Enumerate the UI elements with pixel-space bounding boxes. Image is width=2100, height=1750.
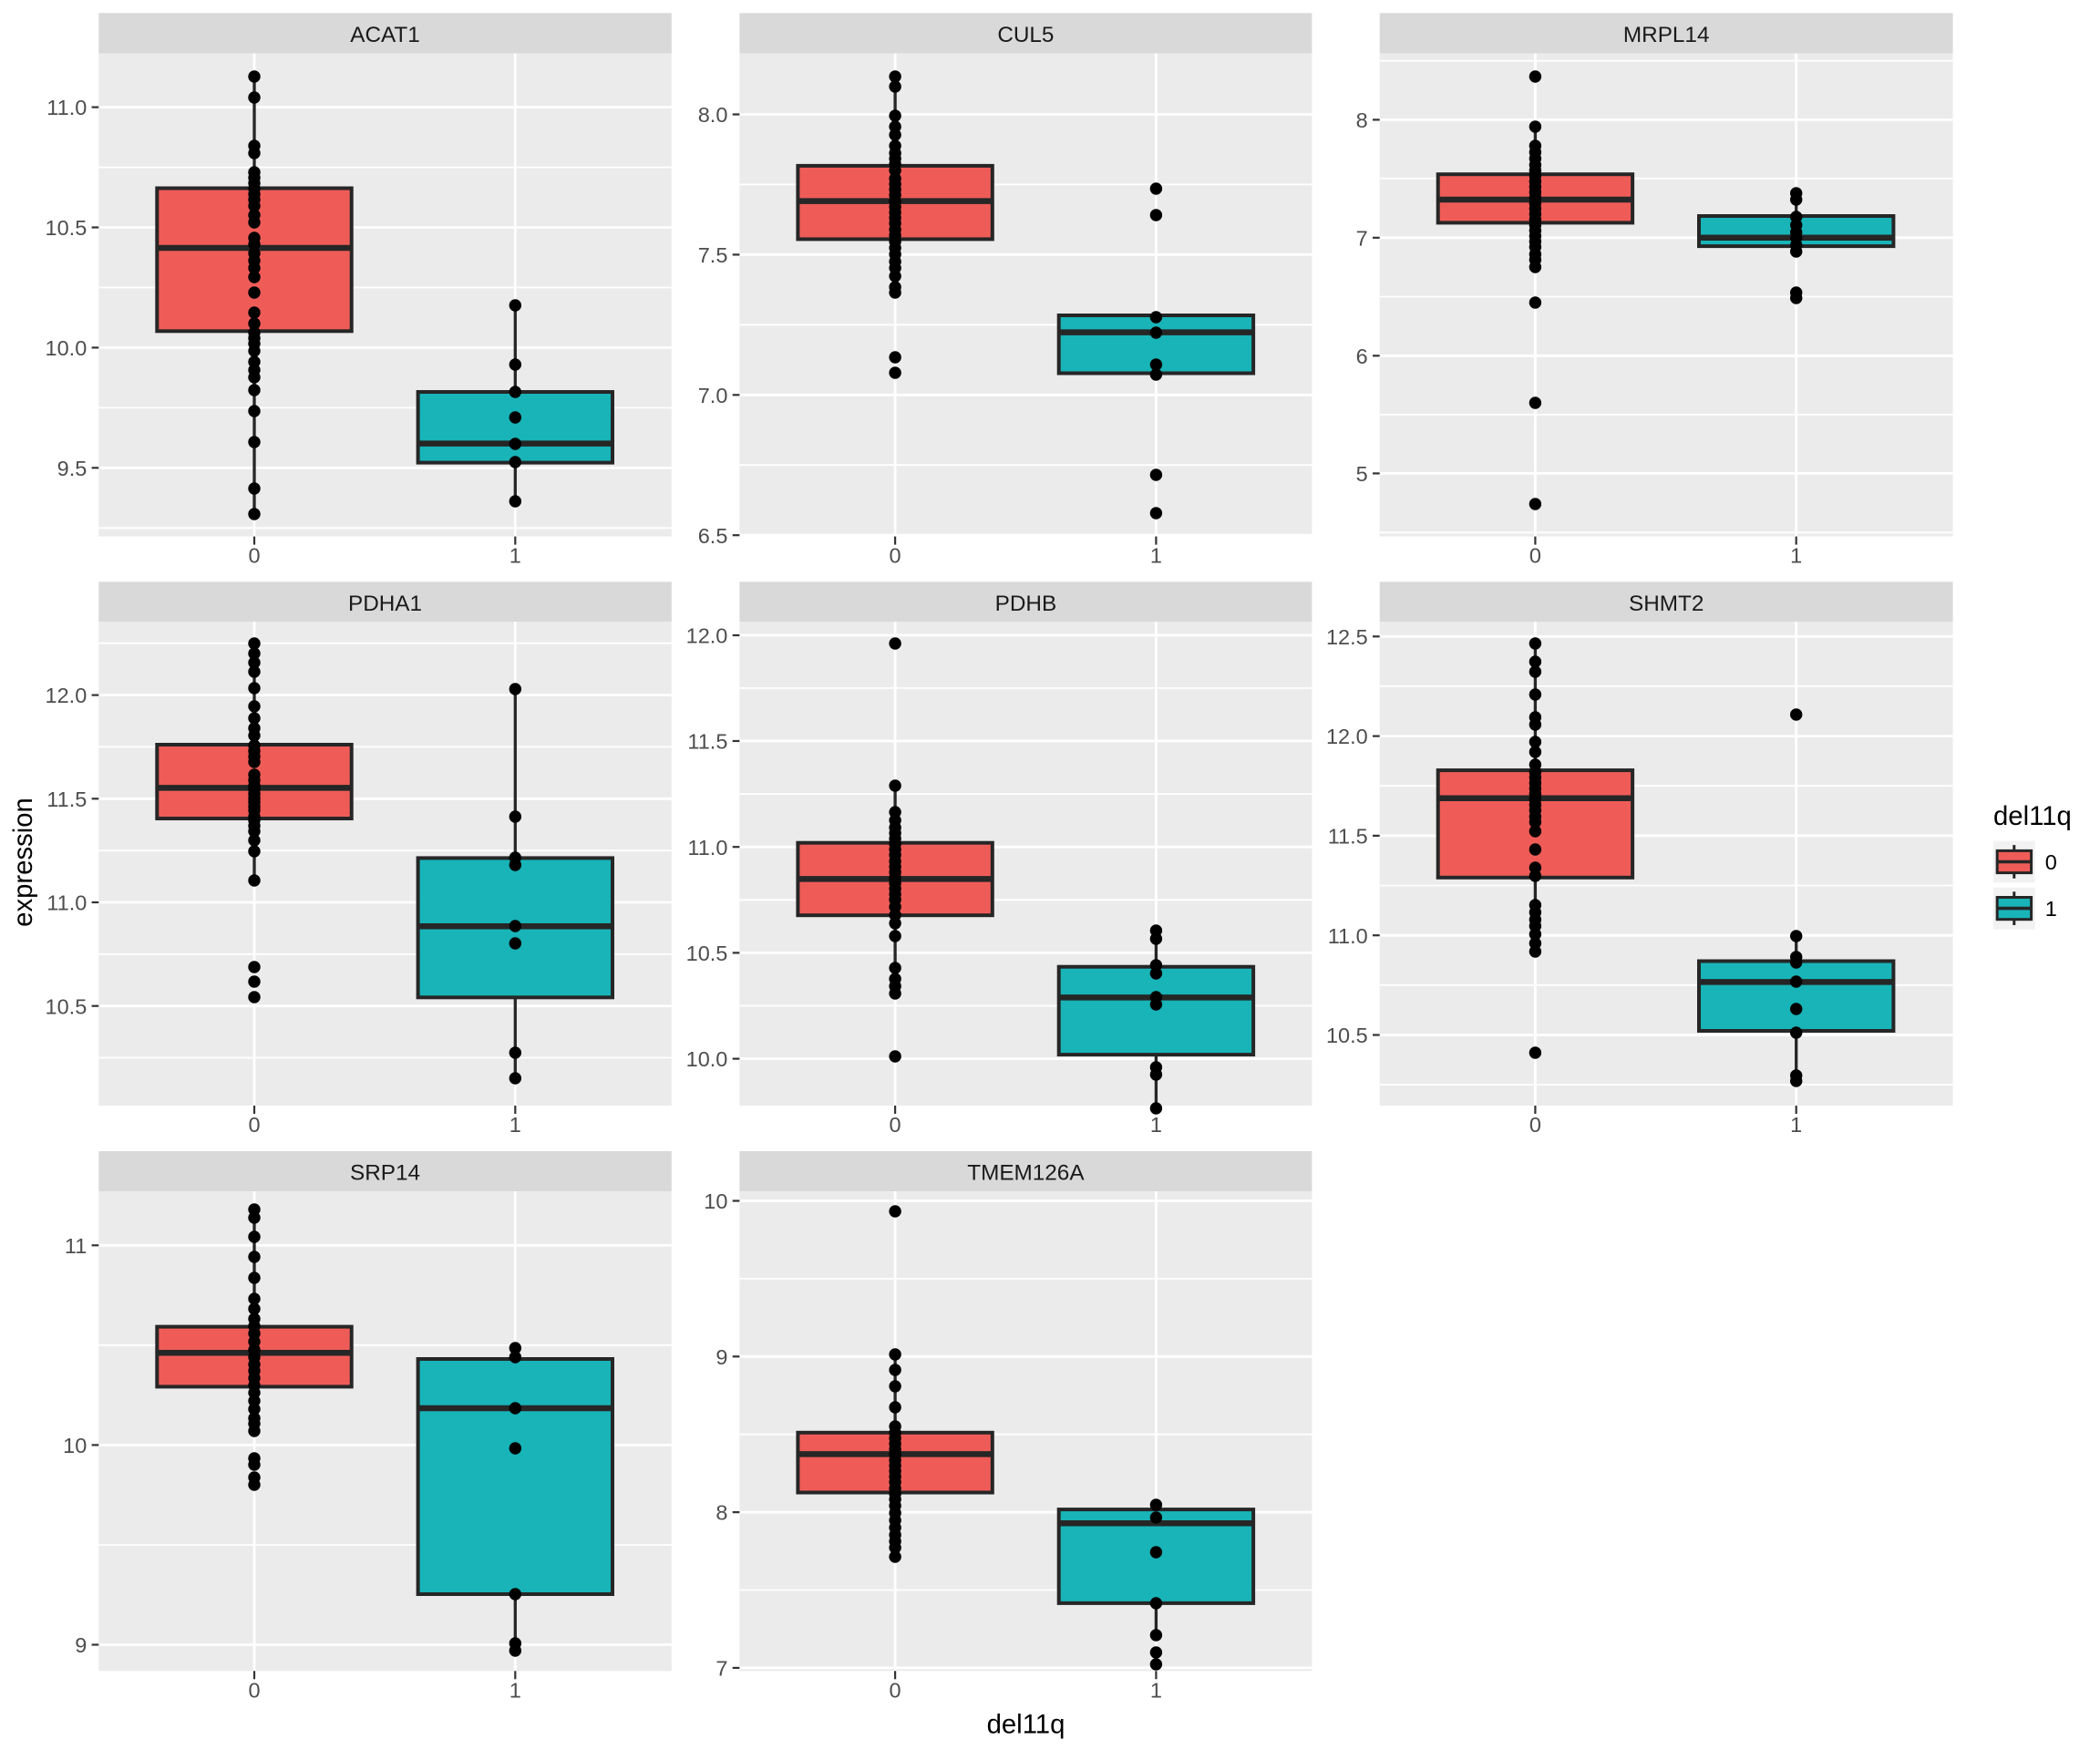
svg-text:PDHA1: PDHA1 [348,592,422,616]
svg-text:1: 1 [1790,1113,1802,1137]
svg-text:10.0: 10.0 [686,1047,728,1071]
svg-text:1: 1 [1150,1113,1162,1137]
svg-text:11.0: 11.0 [46,96,87,119]
svg-text:7.0: 7.0 [698,384,728,407]
svg-text:11.0: 11.0 [687,836,727,860]
svg-text:10.0: 10.0 [46,336,88,360]
svg-text:7: 7 [1356,226,1368,250]
svg-text:0: 0 [890,544,901,568]
svg-text:11.0: 11.0 [46,891,87,915]
svg-text:10.5: 10.5 [46,216,88,240]
svg-text:0: 0 [2045,850,2057,874]
svg-text:11: 11 [65,1234,87,1258]
svg-text:0: 0 [1529,544,1541,568]
svg-text:9.5: 9.5 [57,457,88,480]
svg-text:8: 8 [1356,108,1368,132]
svg-text:10: 10 [63,1434,87,1457]
svg-text:1: 1 [1150,544,1162,568]
svg-text:12.0: 12.0 [46,684,88,707]
svg-text:0: 0 [248,1678,260,1702]
svg-text:1: 1 [510,544,521,568]
svg-text:del11q: del11q [1993,801,2072,831]
svg-text:9: 9 [75,1633,87,1657]
svg-text:ACAT1: ACAT1 [350,23,420,47]
svg-text:1: 1 [1790,544,1802,568]
svg-text:0: 0 [890,1113,901,1137]
svg-text:10: 10 [704,1189,727,1213]
svg-text:1: 1 [510,1113,521,1137]
svg-text:expression: expression [8,798,38,927]
svg-text:PDHB: PDHB [995,592,1057,616]
svg-text:7.5: 7.5 [698,243,728,267]
svg-text:7: 7 [715,1657,727,1681]
svg-text:1: 1 [2045,897,2057,921]
svg-text:12.5: 12.5 [1326,625,1368,649]
svg-text:10.5: 10.5 [46,994,88,1018]
svg-text:11.5: 11.5 [687,730,727,754]
svg-text:0: 0 [248,1113,260,1137]
svg-text:10.5: 10.5 [1326,1024,1368,1047]
svg-text:11.0: 11.0 [1328,924,1368,948]
svg-text:TMEM126A: TMEM126A [967,1161,1085,1186]
svg-text:9: 9 [715,1345,727,1369]
svg-text:0: 0 [1529,1113,1541,1137]
svg-text:5: 5 [1356,462,1368,486]
svg-text:6: 6 [1356,345,1368,368]
svg-text:1: 1 [510,1678,521,1702]
svg-text:MRPL14: MRPL14 [1623,23,1710,47]
svg-text:12.0: 12.0 [1326,725,1368,748]
svg-text:10.5: 10.5 [686,942,728,965]
svg-text:12.0: 12.0 [686,624,728,648]
svg-text:0: 0 [248,544,260,568]
svg-text:0: 0 [890,1678,901,1702]
svg-text:1: 1 [1150,1678,1162,1702]
svg-text:CUL5: CUL5 [997,23,1054,47]
svg-text:8.0: 8.0 [698,103,728,127]
svg-text:del11q: del11q [987,1710,1065,1740]
svg-text:11.5: 11.5 [1328,825,1368,849]
svg-text:SRP14: SRP14 [350,1161,420,1186]
svg-text:8: 8 [715,1501,727,1525]
svg-text:SHMT2: SHMT2 [1629,592,1704,616]
svg-text:6.5: 6.5 [698,524,728,548]
svg-text:11.5: 11.5 [46,788,87,811]
